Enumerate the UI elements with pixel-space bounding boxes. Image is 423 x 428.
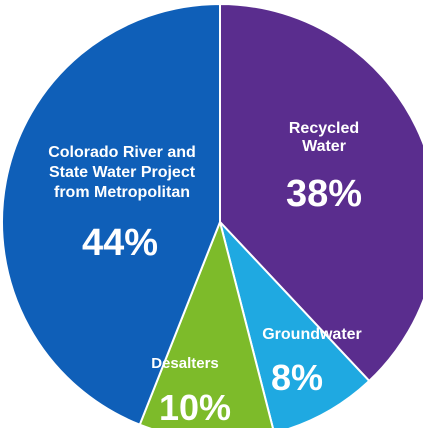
- slice-colorado-river-label: State Water Project: [49, 164, 196, 181]
- slice-desalters: [138, 218, 274, 428]
- slice-groundwater: [219, 221, 371, 428]
- slice-groundwater-label: Groundwater: [262, 326, 362, 343]
- slice-recycled-water-value-label: 38%: [286, 173, 362, 215]
- slice-colorado-river-value-label: 44%: [82, 222, 158, 264]
- slice-colorado-river-label: from Metropolitan: [54, 184, 190, 201]
- slice-recycled-water-label: Water: [302, 138, 346, 155]
- slice-recycled-water-label: Recycled: [289, 120, 359, 137]
- slice-desalters-value-label: 10%: [159, 387, 231, 428]
- slice-desalters-label: Desalters: [151, 355, 219, 372]
- slice-colorado-river: [1, 2, 221, 426]
- slice-colorado-river-label: Colorado River and: [48, 144, 196, 161]
- slice-groundwater-value-label: 8%: [271, 357, 323, 398]
